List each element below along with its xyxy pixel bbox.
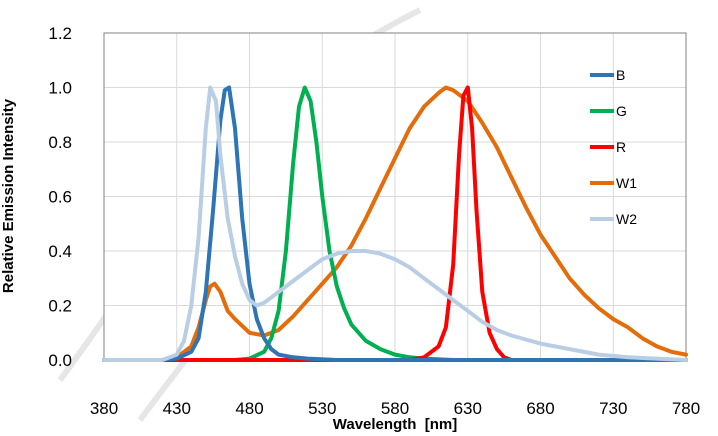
y-tick-label: 1.0 bbox=[48, 79, 72, 98]
legend-label: W2 bbox=[616, 211, 637, 227]
legend-label: R bbox=[616, 139, 626, 155]
x-tick-label: 630 bbox=[454, 399, 482, 418]
series-line-g bbox=[102, 85, 688, 362]
y-tick-label: 0.6 bbox=[48, 188, 72, 207]
x-tick-label: 780 bbox=[672, 399, 700, 418]
x-tick-label: 730 bbox=[599, 399, 627, 418]
legend-label: G bbox=[616, 103, 627, 119]
legend-label: B bbox=[616, 67, 625, 83]
x-tick-labels: 380 430 480 530 580 630 680 730 780 bbox=[90, 399, 700, 418]
x-axis-title: Wavelength [nm] bbox=[333, 416, 457, 433]
series-line-b bbox=[102, 85, 688, 362]
x-tick-label: 580 bbox=[381, 399, 409, 418]
y-tick-label: 0.0 bbox=[48, 351, 72, 370]
y-tick-label: 1.2 bbox=[48, 24, 72, 43]
y-tick-labels: 0.0 0.2 0.4 0.6 0.8 1.0 1.2 bbox=[48, 24, 72, 370]
y-axis-title: Relative Emission Intensity bbox=[0, 98, 17, 293]
series-line-w2 bbox=[102, 85, 688, 362]
y-tick-label: 0.4 bbox=[48, 242, 72, 261]
series-lines bbox=[102, 85, 688, 362]
y-tick-label: 0.8 bbox=[48, 133, 72, 152]
legend: B G R W1 W2 bbox=[590, 67, 637, 227]
legend-label: W1 bbox=[616, 175, 637, 191]
series-line-r bbox=[102, 85, 688, 362]
series-line-w1 bbox=[102, 85, 688, 362]
x-tick-label: 680 bbox=[526, 399, 554, 418]
x-tick-label: 430 bbox=[163, 399, 191, 418]
x-tick-label: 380 bbox=[90, 399, 118, 418]
y-tick-label: 0.2 bbox=[48, 297, 72, 316]
x-tick-label: 480 bbox=[235, 399, 263, 418]
x-tick-label: 530 bbox=[308, 399, 336, 418]
